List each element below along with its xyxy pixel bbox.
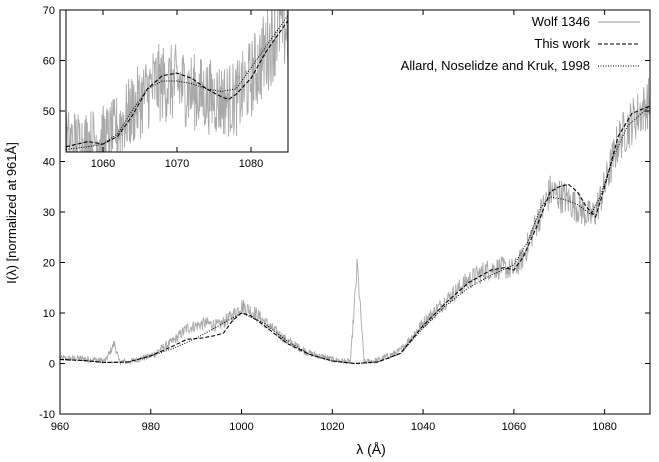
main-y-tick-label: 0: [49, 359, 55, 371]
legend-label: Allard, Noselidze and Kruk, 1998: [401, 58, 590, 73]
main-series-group: [60, 78, 650, 366]
main-y-tick-label: 30: [43, 207, 55, 219]
main-x-tick-label: 1060: [502, 421, 526, 433]
main-y-tick-label: 10: [43, 308, 55, 320]
inset-x-tick-label: 1060: [91, 158, 115, 170]
y-axis-label: I(λ) [normalized at 961Å]: [4, 142, 19, 284]
main-y-tick-label: 70: [43, 5, 55, 17]
main-x-tick-label: 1080: [592, 421, 616, 433]
main-y-tick-label: 50: [43, 106, 55, 118]
inset-plot: 1060 1070 1080: [65, 9, 289, 170]
main-x-tick-label: 960: [51, 421, 69, 433]
main-x-tick-label: 1040: [411, 421, 435, 433]
main-x-tick-label: 980: [142, 421, 160, 433]
inset-x-tick-label: 1080: [239, 158, 263, 170]
inset-x-tick-label: 1070: [165, 158, 189, 170]
main-y-tick-label: -10: [39, 409, 55, 421]
x-axis-label: λ (Å): [356, 441, 386, 457]
inset-series-this-work: [66, 20, 288, 148]
inset-series-wolf-1346: [66, 10, 288, 152]
main-series-allard-1998: [60, 105, 650, 365]
main-y-tick-label: 20: [43, 258, 55, 270]
main-y-tick-label: 40: [43, 157, 55, 169]
inset-series-allard-1998: [66, 14, 288, 150]
main-plot: 960 980 1000 1020 1040 1060 1080-1001020304050…: [39, 5, 651, 433]
legend-label: This work: [534, 36, 590, 51]
legend-label: Wolf 1346: [532, 14, 590, 29]
main-x-tick-label: 1000: [229, 421, 253, 433]
main-x-tick-label: 1020: [320, 421, 344, 433]
main-y-tick-label: 60: [43, 56, 55, 68]
inset-series-group: [66, 10, 288, 152]
legend: Wolf 1346 This work Allard, Noselidze and …: [401, 14, 640, 73]
